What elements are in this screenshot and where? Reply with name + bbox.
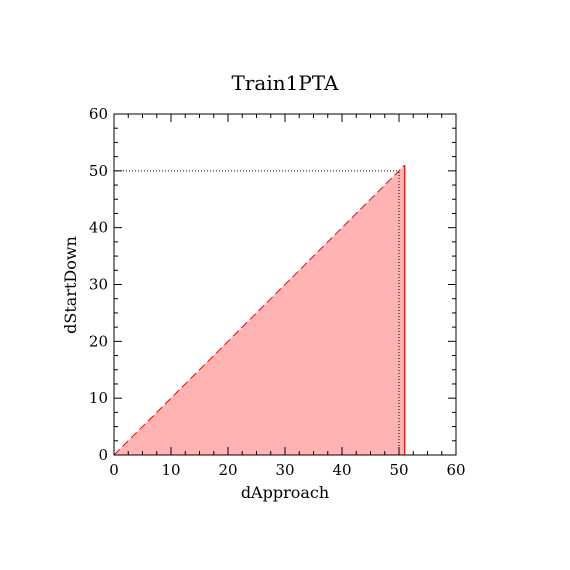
plot-area xyxy=(113,113,457,456)
y-tick-label: 50 xyxy=(89,162,108,180)
x-tick-label: 50 xyxy=(389,461,408,479)
x-tick-label: 20 xyxy=(218,461,237,479)
y-tick-label: 60 xyxy=(89,105,108,123)
x-tick-label: 40 xyxy=(332,461,351,479)
x-tick-label: 30 xyxy=(275,461,294,479)
y-tick-label: 20 xyxy=(89,332,108,350)
x-tick-label: 60 xyxy=(446,461,465,479)
y-tick-label: 0 xyxy=(98,446,108,464)
chart-title: Train1PTA xyxy=(232,71,340,95)
x-tick-label: 10 xyxy=(161,461,180,479)
y-axis: 0 10 20 30 40 50 60 xyxy=(89,105,456,464)
x-tick-label: 0 xyxy=(109,461,119,479)
x-axis: 0 10 20 30 40 50 60 xyxy=(109,114,466,479)
y-tick-label: 10 xyxy=(89,389,108,407)
y-axis-label: dStartDown xyxy=(61,236,80,334)
x-axis-label: dApproach xyxy=(241,483,329,502)
y-tick-label: 30 xyxy=(89,276,108,294)
y-tick-label: 40 xyxy=(89,219,108,237)
region-diagonal-edge xyxy=(113,164,406,456)
